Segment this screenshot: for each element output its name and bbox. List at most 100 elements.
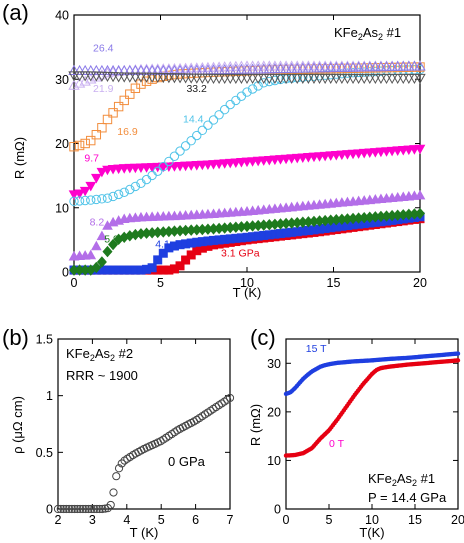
data-point	[62, 504, 71, 514]
data-point	[86, 195, 96, 205]
data-point	[168, 73, 181, 84]
panel-c-pressure-label: P = 14.4 GPa	[368, 490, 447, 505]
data-point	[59, 504, 68, 514]
data-point	[263, 63, 276, 74]
data-point	[73, 504, 82, 514]
data-point	[84, 504, 93, 514]
data-point	[280, 73, 292, 85]
y-tick-label: 40	[55, 9, 69, 23]
data-point	[297, 62, 309, 73]
data-point	[108, 191, 118, 202]
data-point	[325, 73, 337, 85]
data-point	[114, 464, 124, 473]
data-point	[208, 115, 219, 125]
panel-b-pressure-label: 0 GPa	[168, 454, 206, 469]
data-point	[269, 73, 281, 85]
data-point	[330, 60, 342, 71]
data-point	[347, 60, 359, 71]
data-point	[168, 64, 181, 75]
data-point	[259, 78, 269, 88]
data-point	[90, 173, 102, 184]
data-point	[153, 166, 163, 176]
data-point	[376, 63, 386, 73]
data-point	[90, 71, 103, 82]
series-annotation: 16.9	[117, 126, 138, 138]
data-point	[408, 60, 421, 71]
data-point	[85, 64, 97, 75]
data-point	[53, 504, 63, 514]
panel-b-letter: (b)	[2, 325, 29, 350]
data-point	[397, 60, 409, 71]
y-tick-label: 30	[267, 357, 281, 371]
panel-c-letter: (c)	[250, 325, 276, 350]
data-point	[380, 73, 393, 85]
series-annotation: 3.1 GPa	[221, 248, 260, 260]
data-point	[101, 504, 110, 513]
data-point	[163, 63, 175, 74]
data-point	[196, 61, 209, 73]
data-point	[375, 73, 387, 85]
data-point	[242, 66, 252, 76]
data-point	[291, 62, 303, 73]
data-point	[56, 504, 65, 514]
data-point	[185, 73, 197, 84]
data-point	[69, 142, 79, 152]
data-point	[95, 504, 104, 514]
x-tick-label: 3	[89, 513, 96, 527]
data-point	[64, 504, 74, 514]
data-point	[319, 73, 331, 85]
panel-c: (c) R (mΩ) T(K) KFe2As2 #1 P = 14.4 GPa …	[248, 325, 464, 540]
data-point	[92, 504, 101, 514]
data-point	[258, 73, 270, 85]
data-point	[302, 62, 315, 73]
data-point	[124, 72, 136, 83]
panel-b-ylabel: ρ (μΩ cm)	[10, 396, 25, 454]
data-point	[107, 64, 119, 75]
data-point	[392, 62, 403, 73]
data-point	[325, 60, 337, 71]
data-point	[381, 62, 392, 73]
data-point	[129, 64, 142, 75]
data-point	[98, 504, 107, 514]
data-point	[213, 64, 225, 75]
x-tick-label: 10	[365, 513, 379, 527]
data-point	[118, 72, 130, 83]
data-point	[168, 62, 181, 74]
data-point	[269, 60, 281, 71]
data-point	[274, 62, 287, 74]
data-point	[337, 68, 347, 79]
data-point	[352, 60, 365, 71]
data-point	[246, 73, 259, 85]
data-point	[175, 261, 185, 271]
data-point	[387, 62, 397, 73]
data-point	[146, 64, 158, 75]
data-point	[203, 120, 213, 130]
data-point	[358, 73, 370, 85]
data-point	[96, 167, 108, 178]
data-point	[96, 64, 108, 75]
data-point	[78, 504, 88, 514]
series-annotation: 9.7	[84, 152, 99, 164]
data-point	[85, 181, 97, 192]
panel-b-xlabel: T (K)	[130, 525, 159, 540]
data-point	[202, 61, 214, 72]
data-point	[336, 73, 348, 85]
data-point	[102, 193, 113, 203]
data-point	[308, 62, 320, 73]
data-point	[124, 64, 136, 75]
series-0-t	[283, 358, 461, 458]
series-0-gpa	[53, 393, 235, 514]
panel-a-letter: (a)	[2, 0, 29, 25]
data-point	[90, 240, 102, 251]
x-tick-label: 5	[326, 513, 333, 527]
data-point	[403, 60, 415, 71]
data-point	[129, 72, 142, 83]
data-point	[102, 114, 113, 125]
data-point	[140, 72, 153, 83]
data-point	[252, 73, 264, 85]
data-point	[258, 63, 270, 74]
data-point	[347, 73, 359, 85]
panel-a: (a) R (mΩ) T (K) KFe2As2 #1 0 5 10 15 20 0 10 2…	[2, 0, 427, 300]
data-point	[308, 73, 320, 85]
data-point	[68, 64, 80, 75]
